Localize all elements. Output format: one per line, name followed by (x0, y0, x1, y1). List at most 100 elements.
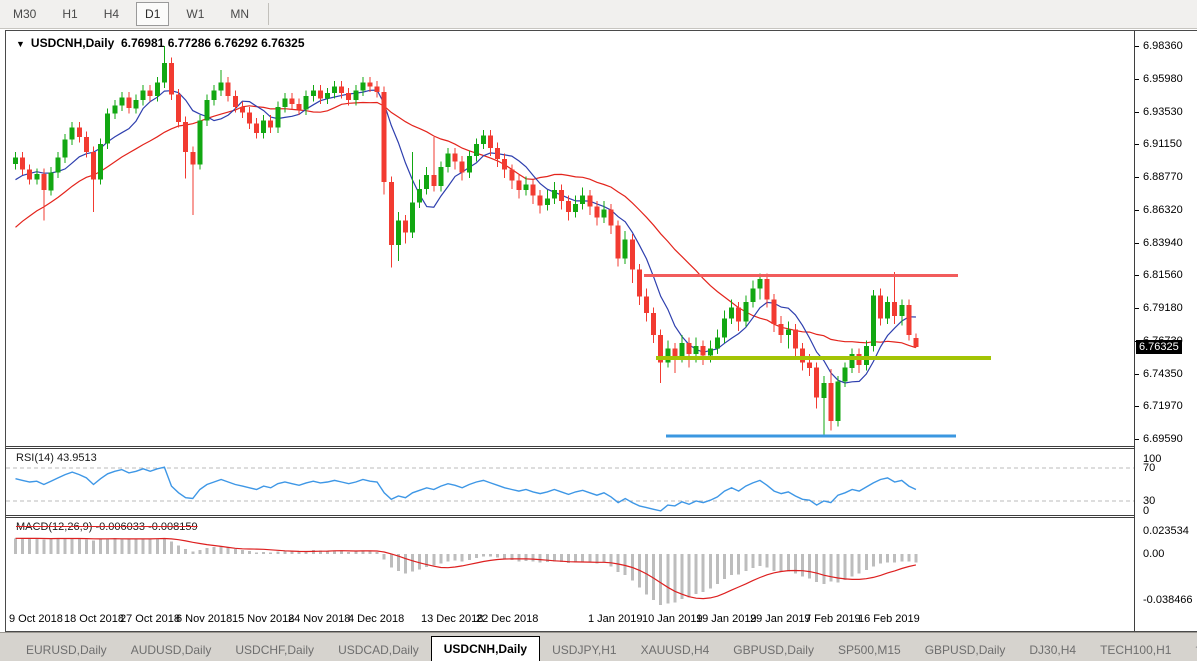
macd-bar (687, 554, 691, 598)
candle-body (863, 345, 869, 365)
chart-tab-bar: EURUSD,Daily AUDUSD,Daily USDCHF,Daily USDC… (0, 632, 1197, 661)
tab-gbpusd-daily[interactable]: GBPUSD,Daily (733, 643, 814, 657)
macd-bar (333, 550, 337, 554)
candle-body (601, 209, 607, 218)
tab-usdchf-daily[interactable]: USDCHF,Daily (235, 643, 315, 657)
macd-bar (184, 549, 188, 554)
chart-symbol-header: ▼ USDCNH,Daily 6.76981 6.77286 6.76292 6.… (16, 36, 305, 50)
candle-body (488, 135, 494, 148)
candle-body (516, 180, 522, 191)
candle-body (310, 90, 316, 96)
candles-group (13, 46, 919, 436)
rsi-axis-label: 100 (1143, 453, 1162, 465)
macd-panel-canvas[interactable] (6, 518, 1134, 608)
macd-bar (297, 551, 301, 554)
macd-bar (864, 554, 868, 571)
chevron-down-icon[interactable]: ▼ (16, 39, 25, 49)
macd-bar (793, 554, 797, 574)
macd-bar (21, 538, 25, 554)
price-axis-label: 6.95980 (1143, 73, 1183, 85)
macd-bar (418, 554, 422, 570)
macd-bar (403, 554, 407, 574)
candle-body (27, 169, 33, 180)
candle-body (211, 90, 217, 101)
candle-body (665, 348, 671, 363)
candle-body (112, 105, 118, 114)
scroll-left-icon[interactable]: ◄ (1193, 642, 1197, 653)
price-chart-canvas[interactable] (6, 31, 1134, 446)
price-axis-tick (1135, 243, 1139, 244)
time-axis-label: 16 Feb 2019 (858, 613, 920, 625)
candle-body (658, 335, 664, 363)
tab-audusd-daily[interactable]: AUDUSD,Daily (130, 643, 212, 657)
candle-body (133, 100, 139, 109)
candle-body (785, 329, 791, 335)
macd-bar (652, 554, 656, 601)
macd-bar (886, 554, 890, 563)
timeframe-button-d1[interactable]: D1 (136, 2, 170, 26)
macd-bar (559, 554, 563, 562)
macd-bar (354, 551, 358, 554)
ma-fast-line (15, 89, 916, 384)
price-axis-tick (1135, 210, 1139, 211)
candle-body (906, 304, 912, 335)
macd-bar (772, 554, 776, 571)
candle-body (374, 86, 380, 92)
candle-body (849, 354, 855, 368)
panel-separator[interactable] (6, 515, 1196, 518)
quote-close: 6.76325 (261, 36, 305, 50)
macd-bar (205, 548, 209, 554)
macd-bar (226, 547, 230, 554)
candle-body (225, 82, 231, 96)
macd-bar (148, 539, 152, 554)
price-axis-label: 6.88770 (1143, 171, 1183, 183)
tab-tech100-h1[interactable]: TECH100,H1 (1100, 643, 1172, 657)
tab-sp500-m15[interactable]: SP500,M15 (837, 643, 901, 657)
candle-body (729, 307, 735, 319)
ma-slow-line (15, 101, 917, 349)
candle-body (551, 190, 557, 199)
candle-body (459, 161, 465, 173)
price-axis-tick (1135, 112, 1139, 113)
macd-bar (822, 554, 826, 585)
tab-usdjpy-h1[interactable]: USDJPY,H1 (552, 643, 617, 657)
candle-body (899, 304, 905, 316)
macd-bar (588, 554, 592, 563)
candle-body (523, 184, 529, 191)
timeframe-button-h1[interactable]: H1 (62, 7, 78, 21)
tab-usdcnh-daily[interactable]: USDCNH,Daily (430, 636, 541, 661)
quote-open: 6.76981 (120, 36, 165, 50)
macd-bar (602, 554, 606, 563)
current-price-tag: 6.76325 (1136, 340, 1182, 354)
macd-bar (524, 554, 528, 561)
candle-body (750, 288, 756, 303)
timeframe-button-h4[interactable]: H4 (103, 7, 120, 21)
candle-body (381, 91, 387, 182)
macd-bar (510, 554, 514, 561)
macd-bar (375, 551, 379, 554)
macd-bar (113, 538, 117, 554)
timeframe-button-w1[interactable]: W1 (186, 7, 205, 21)
tab-usdcad-daily[interactable]: USDCAD,Daily (338, 643, 419, 657)
tab-eurusd-daily[interactable]: EURUSD,Daily (26, 643, 107, 657)
tab-dj30-h4[interactable]: DJ30,H4 (1029, 643, 1077, 657)
macd-bar (141, 538, 145, 554)
panel-separator[interactable] (6, 446, 1196, 449)
timeframe-button-mn[interactable]: MN (230, 7, 250, 21)
time-axis[interactable]: 9 Oct 2018 18 Oct 2018 27 Oct 2018 6 Nov 20… (6, 608, 1134, 631)
tab-gbpusd-daily[interactable]: GBPUSD,Daily (924, 643, 1006, 657)
candle-body (885, 302, 891, 319)
macd-bar (219, 546, 223, 554)
macd-bar (28, 538, 32, 554)
tab-xauusd-h4[interactable]: XAUUSD,H4 (640, 643, 710, 657)
macd-bar (567, 554, 571, 563)
timeframe-button-m30[interactable]: M30 (13, 7, 37, 21)
macd-bar (169, 541, 173, 554)
candle-body (296, 104, 302, 110)
macd-bar (240, 550, 244, 554)
macd-bar (425, 554, 429, 567)
macd-bar (496, 554, 500, 558)
rsi-panel-canvas[interactable] (6, 449, 1134, 515)
candle-body (814, 367, 820, 398)
macd-bar (56, 538, 60, 554)
